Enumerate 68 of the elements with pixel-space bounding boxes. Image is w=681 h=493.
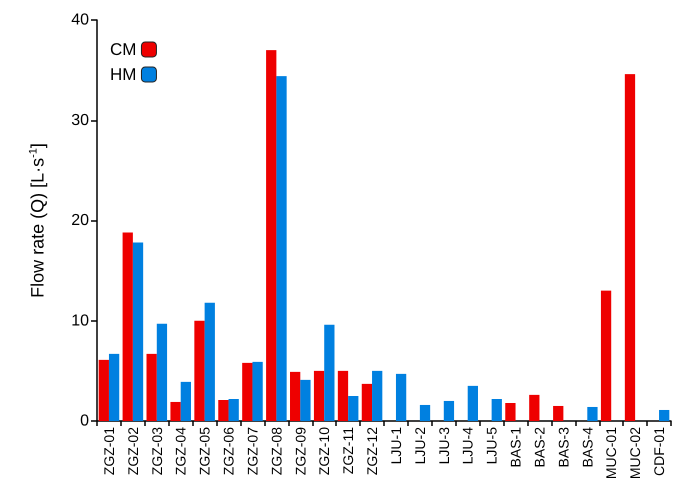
bar <box>300 380 311 421</box>
x-tick-label: LJU-3 <box>436 426 452 464</box>
bar <box>228 398 239 421</box>
x-tick-label: ZGZ-01 <box>100 426 117 476</box>
bar <box>218 400 229 421</box>
bar <box>132 242 144 421</box>
bar <box>492 398 502 421</box>
bar <box>659 410 670 421</box>
x-tick-label: ZGZ-03 <box>148 426 165 476</box>
bar <box>180 382 191 421</box>
y-axis-title: Flow rate (Q) [L·s-1] <box>28 143 48 298</box>
bar <box>266 50 276 421</box>
y-tick-label: 10 <box>71 312 90 330</box>
x-tick-label: BAS-3 <box>555 426 572 468</box>
bar <box>290 372 300 421</box>
bar <box>338 370 348 421</box>
bar <box>276 76 287 421</box>
bar <box>372 370 382 421</box>
x-tick-label: LJU-2 <box>412 426 428 464</box>
x-tick-label: ZGZ-05 <box>196 426 213 476</box>
bar <box>420 404 430 421</box>
x-tick-label: ZGZ-10 <box>316 426 332 476</box>
bar <box>587 406 598 421</box>
bar <box>468 386 478 421</box>
x-tick-label: ZGZ-04 <box>172 426 189 476</box>
bar <box>146 354 157 421</box>
bar <box>252 362 263 421</box>
x-tick-label: LJU-4 <box>460 426 476 464</box>
x-tick-label: CDF-01 <box>651 426 668 476</box>
legend-label: HM <box>110 65 136 84</box>
x-tick-label: BAS-4 <box>579 426 596 468</box>
x-tick-label: ZGZ-06 <box>220 426 237 476</box>
bar <box>314 370 324 421</box>
y-tick-label: 0 <box>80 412 90 430</box>
x-tick-label: ZGZ-11 <box>340 426 356 474</box>
x-tick-label: ZGZ-12 <box>364 426 380 476</box>
bar <box>204 302 215 421</box>
x-tick-label: MUC-02 <box>627 426 644 480</box>
bar <box>600 290 612 421</box>
bar <box>529 394 540 421</box>
bar <box>624 74 636 421</box>
x-tick-label: ZGZ-07 <box>244 426 260 476</box>
x-tick-label: ZGZ-02 <box>124 426 141 476</box>
bar <box>156 324 168 421</box>
bar <box>324 324 334 421</box>
y-tick-label: 40 <box>71 12 90 28</box>
bar <box>444 400 454 421</box>
bar <box>396 374 406 421</box>
bar <box>98 360 109 421</box>
x-tick-label: BAS-1 <box>508 426 524 468</box>
bar <box>362 384 372 421</box>
x-tick-label: ZGZ-09 <box>292 426 308 476</box>
y-tick-label: 20 <box>71 212 90 229</box>
bar <box>553 406 564 421</box>
bar <box>242 362 252 421</box>
x-tick-label: MUC-01 <box>603 426 620 480</box>
bar <box>122 232 133 421</box>
x-tick-label: LJU-5 <box>484 426 500 464</box>
bar <box>348 396 358 421</box>
legend-label: CM <box>110 40 136 59</box>
bar <box>170 402 181 421</box>
bar <box>108 354 120 421</box>
x-tick-label: ZGZ-08 <box>268 426 284 476</box>
x-tick-label: LJU-1 <box>388 426 404 464</box>
bar <box>505 402 516 421</box>
x-tick-label: BAS-2 <box>531 426 548 468</box>
bar <box>194 320 205 421</box>
y-tick-label: 30 <box>71 112 90 129</box>
